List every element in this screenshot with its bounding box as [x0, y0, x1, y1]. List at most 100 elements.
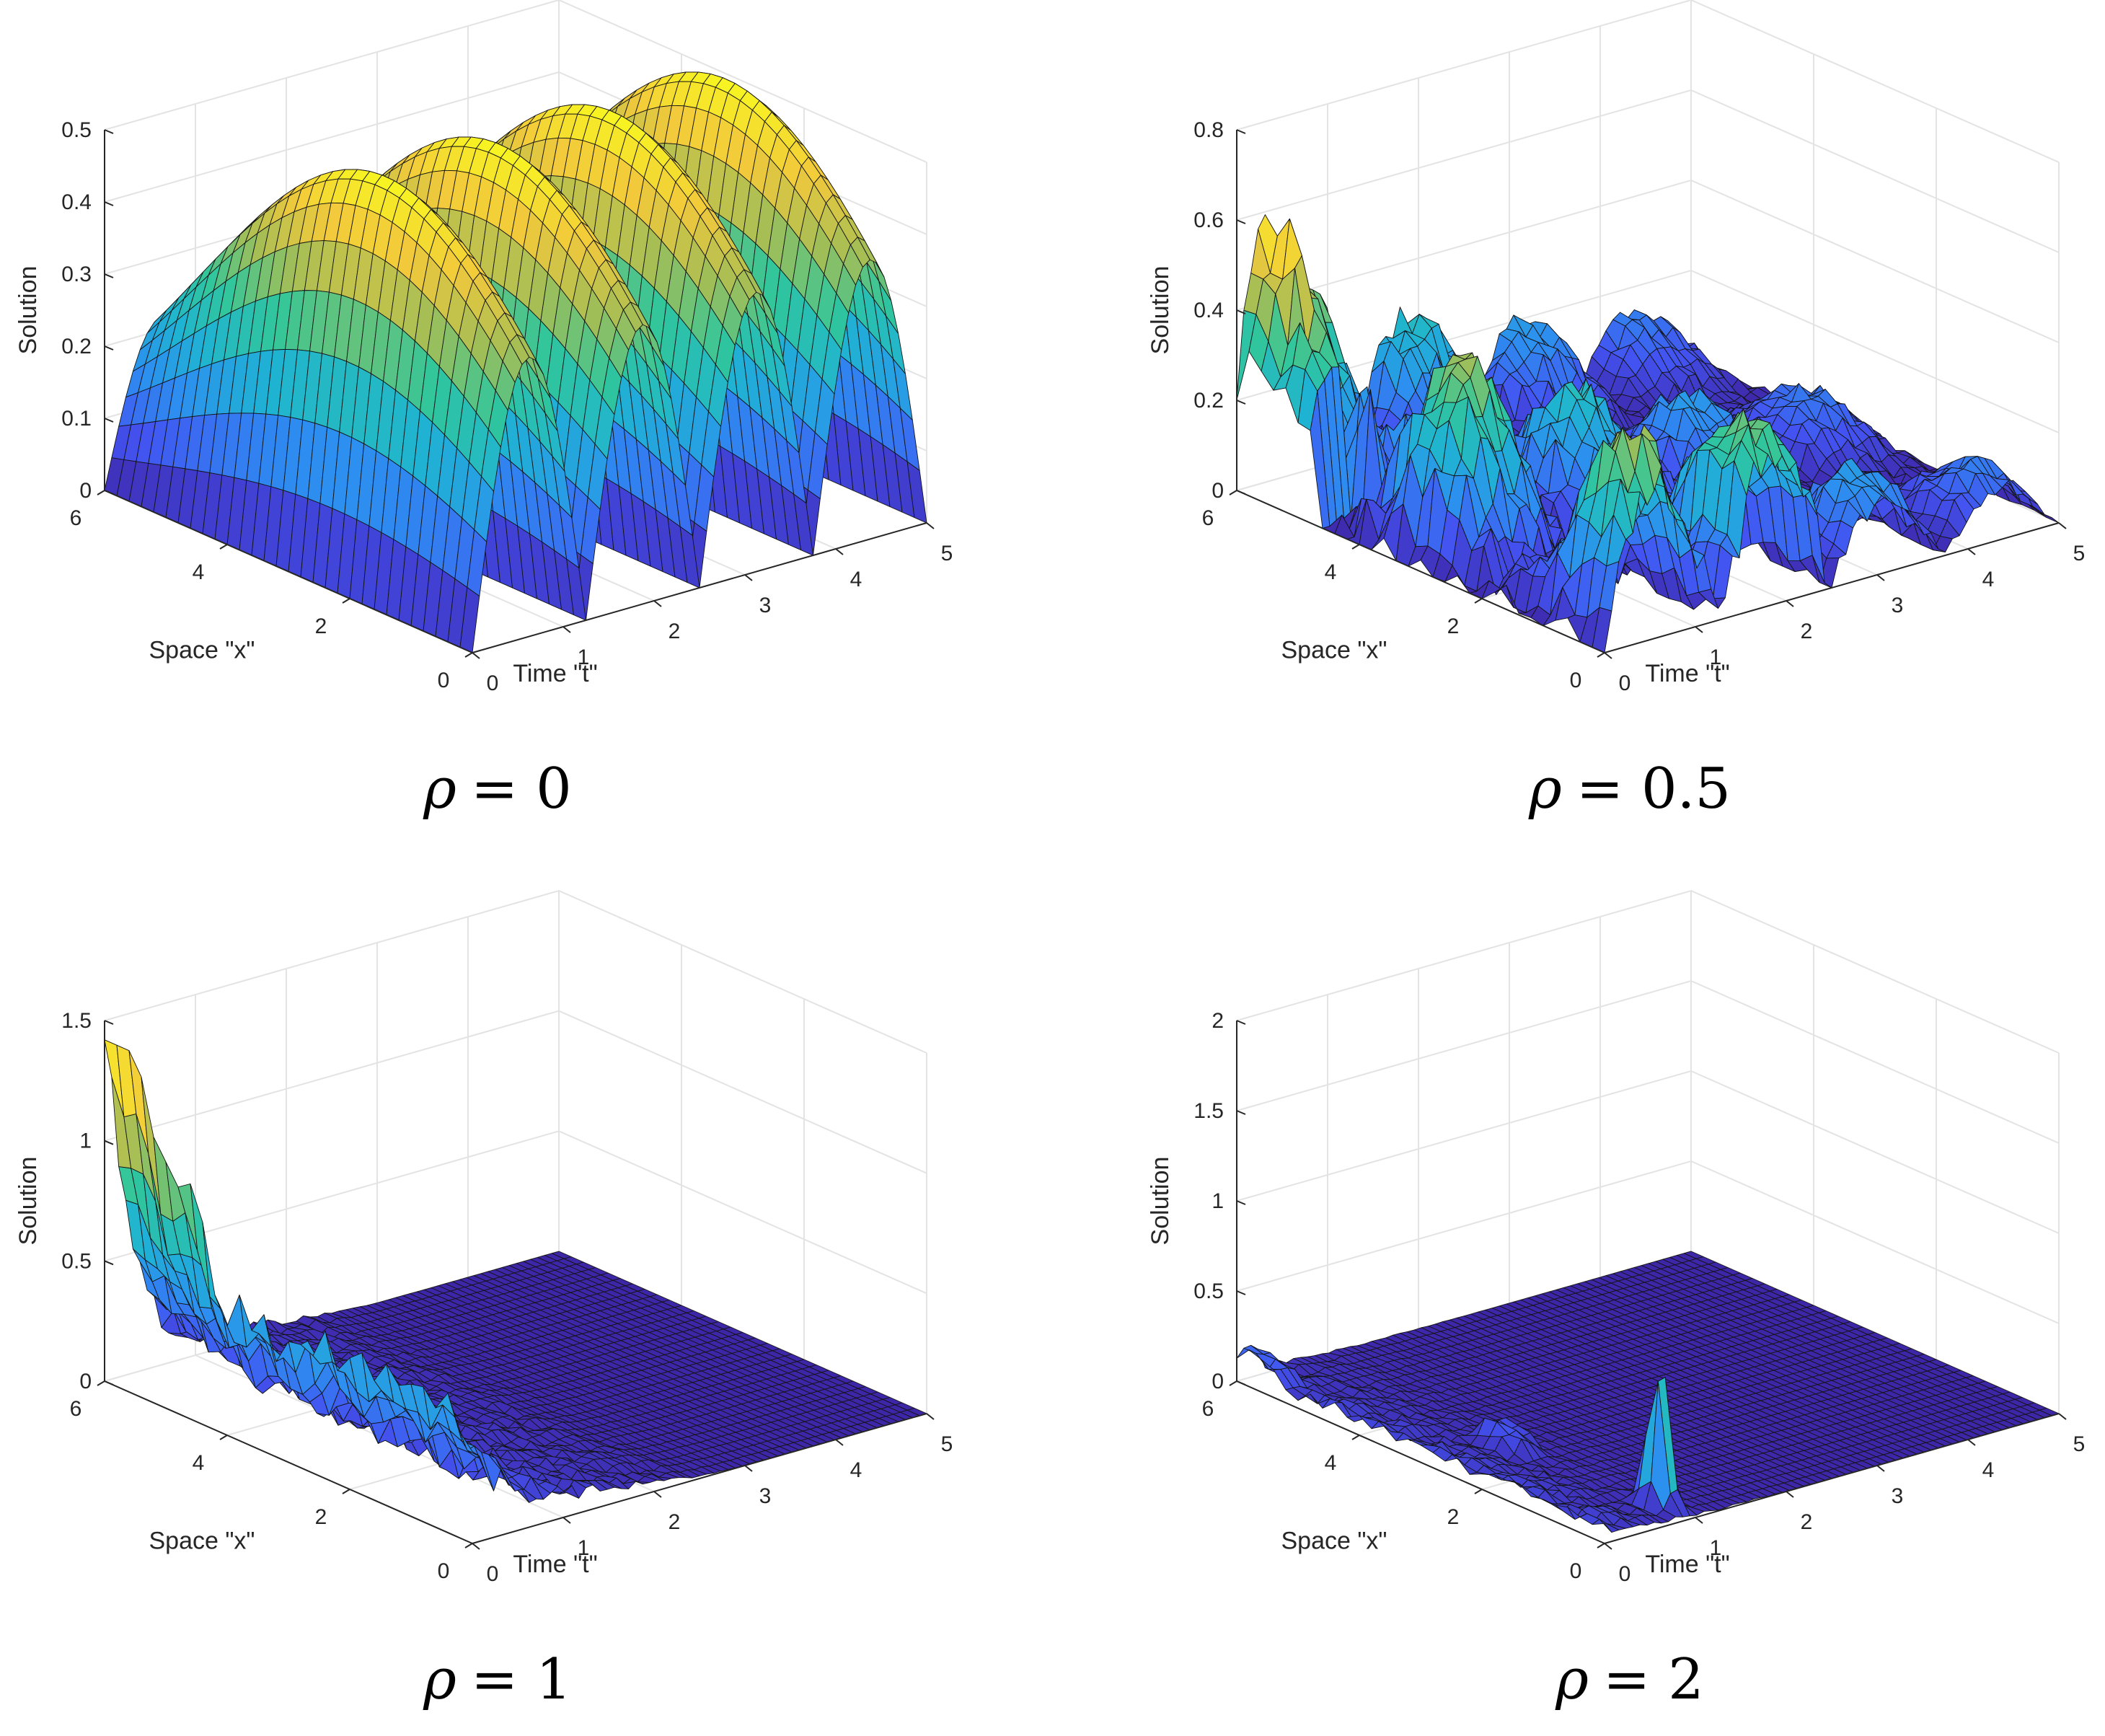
z-tick-label: 0.1	[61, 407, 92, 431]
x-tick-label: 2	[315, 614, 327, 638]
caption-value: = 0	[471, 757, 572, 821]
x-axis-line	[104, 490, 473, 653]
t-tick-label: 3	[1892, 1484, 1904, 1508]
x-tick-label: 2	[1447, 614, 1460, 638]
t-tick-label: 2	[668, 620, 681, 643]
z-axis-label: Solution	[1147, 1157, 1174, 1246]
z-tick-label: 1.5	[61, 1009, 92, 1033]
axes: 0 0.2 0.4 0.6 0.8 0 2 4 6 0 1 2 3 4 5 Solution Space "x"…	[1147, 118, 2085, 695]
subplot-3: 0 0.5 1 1.5 0 2 4 6 0 1 2 3 4 5 Solution Space "x" Time …	[14, 889, 953, 1712]
x-tick-label: 4	[193, 560, 205, 584]
t-tick-label: 5	[941, 542, 953, 565]
axes: 0 0.5 1 1.5 0 2 4 6 0 1 2 3 4 5 Solution Space "x" Time …	[14, 1009, 953, 1586]
subplot-caption: ρ = 2	[1555, 1647, 1704, 1712]
caption-value: = 2	[1603, 1647, 1704, 1712]
surface-mesh	[104, 71, 927, 653]
subplot-caption: ρ = 0.5	[1528, 757, 1731, 821]
x-axis-line	[1236, 490, 1605, 653]
caption-symbol: ρ	[423, 1647, 456, 1712]
caption-symbol: ρ	[1528, 757, 1562, 821]
caption-value: = 0.5	[1576, 757, 1731, 821]
x-tick-label: 6	[70, 506, 82, 530]
t-axis-label: Time "t"	[513, 1551, 597, 1578]
x-tick-label: 0	[1570, 669, 1582, 692]
subplot-caption: ρ = 1	[423, 1647, 572, 1712]
t-tick-label: 2	[1801, 1510, 1813, 1534]
t-axis-label: Time "t"	[1645, 1551, 1729, 1578]
axes: 0 0.1 0.2 0.3 0.4 0.5 0 2 4 6 0 1 2 3 4 5 Solution Space …	[14, 118, 953, 695]
t-tick-label: 4	[1982, 1458, 1995, 1482]
x-axis-line	[1236, 1380, 1605, 1544]
t-tick-label: 0	[487, 671, 499, 695]
x-tick-label: 2	[1447, 1505, 1460, 1529]
caption-value: = 1	[471, 1647, 572, 1712]
subplot-2: 0 0.2 0.4 0.6 0.8 0 2 4 6 0 1 2 3 4 5 Solution Space "x"…	[1147, 0, 2085, 821]
t-axis-label: Time "t"	[513, 660, 597, 687]
t-tick-label: 1	[578, 1536, 590, 1560]
surface-mesh	[1236, 214, 2060, 653]
t-tick-label: 4	[850, 1458, 862, 1482]
x-tick-label: 4	[1325, 560, 1337, 584]
subplot-1: 0 0.1 0.2 0.3 0.4 0.5 0 2 4 6 0 1 2 3 4 5 Solution Space …	[14, 0, 953, 821]
z-axis-label: Solution	[14, 266, 42, 355]
z-tick-label: 0	[1212, 479, 1224, 503]
t-tick-label: 5	[941, 1432, 953, 1456]
x-tick-label: 6	[70, 1397, 82, 1421]
x-tick-label: 6	[1202, 1397, 1214, 1421]
x-tick-label: 2	[315, 1505, 327, 1529]
x-tick-label: 0	[438, 1559, 450, 1583]
t-axis-line	[1604, 522, 2060, 653]
z-tick-label: 0.4	[1193, 299, 1224, 322]
x-axis-label: Space "x"	[1281, 1528, 1387, 1555]
t-tick-label: 3	[1892, 594, 1904, 617]
x-axis-label: Space "x"	[149, 637, 255, 664]
caption-symbol: ρ	[423, 757, 456, 821]
x-tick-label: 0	[438, 669, 450, 692]
z-tick-label: 0.5	[61, 1249, 92, 1273]
t-axis-line	[1604, 1413, 2060, 1544]
z-tick-label: 2	[1212, 1009, 1224, 1033]
z-tick-label: 0	[79, 1370, 92, 1393]
t-tick-label: 1	[1710, 646, 1722, 669]
z-axis-label: Solution	[14, 1157, 42, 1246]
z-tick-label: 0	[1212, 1370, 1224, 1393]
z-tick-label: 0.3	[61, 263, 92, 286]
axes: 0 0.5 1 1.5 2 0 2 4 6 0 1 2 3 4 5 Solution Space "x" Time…	[1147, 1009, 2085, 1586]
x-axis-label: Space "x"	[149, 1528, 255, 1555]
z-tick-label: 0	[79, 479, 92, 503]
z-tick-label: 0.8	[1193, 118, 1224, 142]
t-tick-label: 1	[1710, 1536, 1722, 1560]
z-tick-label: 0.5	[1193, 1279, 1224, 1303]
t-tick-label: 3	[759, 1484, 772, 1508]
x-tick-label: 4	[193, 1451, 205, 1475]
z-axis-label: Solution	[1147, 266, 1174, 355]
z-tick-label: 0.2	[1193, 389, 1224, 413]
t-tick-label: 4	[850, 568, 862, 591]
x-tick-label: 6	[1202, 506, 1214, 530]
caption-symbol: ρ	[1555, 1647, 1589, 1712]
t-tick-label: 5	[2073, 542, 2086, 565]
t-tick-label: 0	[1619, 671, 1631, 695]
t-tick-label: 1	[578, 646, 590, 669]
surface-mesh	[1236, 1251, 2060, 1533]
x-tick-label: 4	[1325, 1451, 1337, 1475]
surface-mesh	[104, 1039, 927, 1503]
t-tick-label: 2	[668, 1510, 681, 1534]
t-tick-label: 4	[1982, 568, 1995, 591]
t-tick-label: 0	[487, 1562, 499, 1586]
x-tick-label: 0	[1570, 1559, 1582, 1583]
x-axis-label: Space "x"	[1281, 637, 1387, 664]
t-tick-label: 2	[1801, 620, 1813, 643]
z-tick-label: 1	[79, 1129, 92, 1153]
t-tick-label: 5	[2073, 1432, 2086, 1456]
z-tick-label: 0.4	[61, 190, 92, 214]
z-tick-label: 1	[1212, 1189, 1224, 1213]
t-tick-label: 3	[759, 594, 772, 617]
z-tick-label: 0.2	[61, 335, 92, 358]
t-axis-label: Time "t"	[1645, 660, 1729, 687]
subplot-caption: ρ = 0	[423, 757, 572, 821]
z-tick-label: 0.6	[1193, 208, 1224, 232]
t-axis-line	[472, 1413, 927, 1544]
t-axis-line	[472, 522, 927, 653]
